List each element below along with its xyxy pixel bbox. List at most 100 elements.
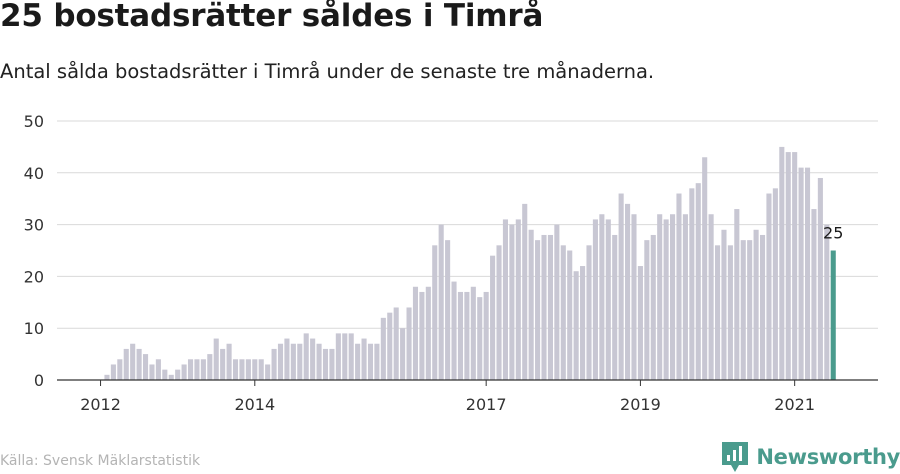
bar bbox=[380, 317, 386, 380]
bar bbox=[766, 193, 772, 380]
bar bbox=[187, 359, 194, 380]
bar bbox=[560, 245, 566, 380]
bar bbox=[670, 214, 676, 380]
bar bbox=[194, 359, 200, 380]
x-tick-label: 2021 bbox=[774, 395, 815, 414]
bar bbox=[419, 291, 425, 380]
bar bbox=[297, 343, 303, 380]
bar bbox=[168, 374, 174, 380]
bar bbox=[335, 333, 341, 380]
bar bbox=[200, 359, 206, 380]
bar bbox=[554, 224, 560, 380]
bar bbox=[759, 234, 766, 380]
bar bbox=[412, 286, 419, 380]
bar bbox=[612, 234, 618, 380]
bar bbox=[689, 188, 695, 380]
bar bbox=[637, 266, 643, 380]
bar bbox=[245, 359, 251, 380]
bar bbox=[727, 245, 733, 380]
bar bbox=[104, 374, 110, 380]
bar bbox=[811, 209, 817, 380]
bar bbox=[438, 224, 444, 380]
bar bbox=[804, 167, 811, 380]
bar bbox=[496, 245, 502, 380]
bar bbox=[592, 219, 598, 380]
bar bbox=[464, 291, 470, 380]
bar bbox=[162, 369, 168, 380]
y-tick-label: 40 bbox=[24, 164, 44, 183]
bar bbox=[817, 177, 823, 380]
bar bbox=[316, 343, 322, 380]
bar bbox=[676, 193, 682, 380]
bar bbox=[130, 343, 136, 380]
bar bbox=[541, 234, 547, 380]
bar bbox=[329, 348, 335, 380]
bar bbox=[734, 209, 740, 380]
x-axis-ticks: 2012 2014 2017 2019 2021 bbox=[80, 380, 815, 414]
bars bbox=[104, 146, 836, 380]
bar bbox=[740, 240, 746, 380]
y-tick-label: 0 bbox=[34, 371, 44, 390]
bar bbox=[772, 188, 778, 380]
bar bbox=[657, 214, 663, 380]
bar bbox=[149, 364, 155, 380]
bar bbox=[650, 234, 656, 380]
bar bbox=[393, 307, 399, 380]
y-tick-label: 30 bbox=[24, 216, 44, 235]
bar bbox=[490, 255, 496, 380]
bar bbox=[483, 291, 489, 380]
chart-title: 25 bostadsrätter såldes i Timrå bbox=[0, 0, 544, 34]
chart-subtitle: Antal sålda bostadsrätter i Timrå under … bbox=[0, 60, 655, 83]
bar bbox=[425, 286, 431, 380]
bar bbox=[175, 369, 181, 380]
bar bbox=[695, 183, 701, 380]
bar bbox=[580, 266, 586, 380]
bar bbox=[586, 245, 592, 380]
bar bbox=[117, 359, 123, 380]
bar bbox=[599, 214, 605, 380]
bar bbox=[445, 240, 451, 380]
bar bbox=[367, 343, 374, 380]
bar bbox=[387, 312, 393, 380]
highlight-value-label: 25 bbox=[823, 224, 843, 243]
bar bbox=[605, 219, 611, 380]
bar bbox=[747, 240, 753, 380]
bar bbox=[290, 343, 296, 380]
bar bbox=[631, 214, 637, 380]
bar bbox=[123, 348, 129, 380]
bar bbox=[232, 359, 239, 380]
bar bbox=[567, 250, 573, 380]
bar bbox=[136, 348, 142, 380]
bar bbox=[522, 203, 528, 380]
y-tick-label: 10 bbox=[24, 319, 44, 338]
y-axis-labels: 0 10 20 30 40 50 bbox=[24, 112, 44, 390]
bar bbox=[470, 286, 476, 380]
bar bbox=[798, 167, 804, 380]
bar bbox=[785, 152, 791, 380]
bar bbox=[528, 229, 534, 380]
bar bbox=[406, 307, 412, 380]
bar bbox=[451, 281, 457, 380]
bar bbox=[618, 193, 624, 380]
bar bbox=[342, 333, 348, 380]
bar bbox=[374, 343, 380, 380]
bar bbox=[792, 152, 798, 380]
bar bbox=[824, 224, 830, 380]
bar bbox=[682, 214, 688, 380]
bar bbox=[284, 338, 290, 380]
bar bbox=[142, 354, 149, 380]
bar bbox=[348, 333, 354, 380]
bar bbox=[155, 359, 161, 380]
x-tick-label: 2017 bbox=[466, 395, 507, 414]
bar bbox=[303, 333, 309, 380]
bar bbox=[702, 157, 708, 380]
bar bbox=[625, 203, 631, 380]
brand-logo: Newsworthy bbox=[722, 441, 900, 473]
bar bbox=[573, 271, 579, 380]
bar bbox=[721, 229, 727, 380]
bar bbox=[457, 291, 464, 380]
x-tick-label: 2012 bbox=[80, 395, 121, 414]
bar bbox=[271, 348, 277, 380]
bar bbox=[477, 297, 483, 380]
bar bbox=[355, 343, 361, 380]
